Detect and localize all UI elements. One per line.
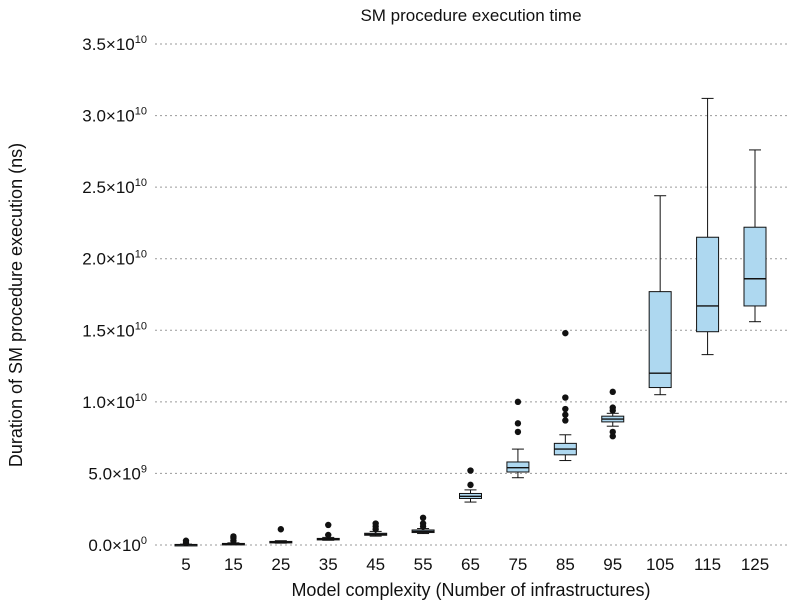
x-axis-label: Model complexity (Number of infrastructu… — [291, 580, 650, 600]
box-45 — [364, 520, 388, 537]
y-tick-label: 3.0×1010 — [82, 106, 147, 126]
x-tick-label: 115 — [694, 555, 721, 574]
outlier-point — [609, 388, 616, 396]
y-axis-label: Duration of SM procedure execution (ns) — [6, 143, 26, 467]
x-axis-ticks: 5 15 25 35 45 55 65 75 85 95 105 115 125 — [181, 555, 769, 574]
outlier-point — [325, 531, 332, 539]
outlier-point — [372, 520, 379, 527]
outlier-point — [182, 537, 190, 544]
x-tick-label: 25 — [271, 555, 290, 574]
y-tick-label: 5.0×109 — [88, 463, 147, 483]
x-tick-label: 95 — [603, 555, 622, 574]
outlier-point — [562, 329, 569, 337]
x-tick-label: 125 — [741, 555, 769, 574]
y-tick-label: 1.5×1010 — [82, 320, 147, 340]
box-iqr — [743, 226, 767, 307]
outlier-point — [230, 533, 237, 540]
boxes — [174, 97, 767, 547]
box-iqr — [506, 461, 530, 473]
box-5 — [174, 537, 198, 547]
y-tick-label: 3.5×1010 — [82, 34, 147, 54]
outlier-point — [562, 394, 569, 401]
x-tick-label: 85 — [556, 555, 575, 574]
box-95 — [601, 388, 625, 440]
chart-title: SM procedure execution time — [360, 6, 581, 25]
box-115 — [696, 97, 720, 356]
outlier-point — [467, 467, 474, 474]
y-tick-label: 1.0×1010 — [82, 392, 147, 412]
x-tick-label: 35 — [319, 555, 338, 574]
outlier-point — [609, 404, 616, 411]
box-55 — [411, 514, 435, 535]
x-tick-label: 65 — [461, 555, 480, 574]
box-75 — [506, 398, 530, 479]
box-25 — [269, 526, 293, 544]
outlier-point — [562, 405, 569, 413]
outlier-point — [562, 411, 569, 418]
x-tick-label: 55 — [414, 555, 433, 574]
box-35 — [316, 521, 340, 541]
outlier-point — [514, 428, 522, 436]
box-125 — [743, 149, 767, 323]
box-105 — [648, 195, 672, 396]
outlier-point — [277, 526, 285, 533]
outlier-point — [467, 481, 474, 489]
x-tick-label: 105 — [646, 555, 674, 574]
outlier-point — [419, 520, 427, 527]
outlier-point — [419, 514, 427, 522]
outlier-point — [562, 417, 569, 424]
outlier-point — [325, 521, 332, 529]
outlier-point — [514, 398, 522, 406]
y-tick-label: 2.0×1010 — [82, 249, 147, 269]
x-tick-label: 45 — [366, 555, 385, 574]
box-85 — [553, 329, 577, 462]
box-iqr — [648, 291, 672, 389]
box-iqr — [696, 236, 720, 333]
outlier-point — [609, 428, 616, 436]
x-tick-label: 75 — [508, 555, 527, 574]
y-axis-ticks: 0.0×100 5.0×109 1.0×1010 1.5×1010 2.0×1010 2.… — [82, 34, 147, 555]
y-tick-label: 2.5×1010 — [82, 177, 147, 197]
x-tick-label: 15 — [224, 555, 243, 574]
y-tick-label: 0.0×100 — [88, 535, 147, 555]
x-tick-label: 5 — [181, 555, 190, 574]
outlier-point — [514, 420, 522, 427]
box-15 — [221, 533, 245, 546]
box-65 — [459, 467, 482, 503]
